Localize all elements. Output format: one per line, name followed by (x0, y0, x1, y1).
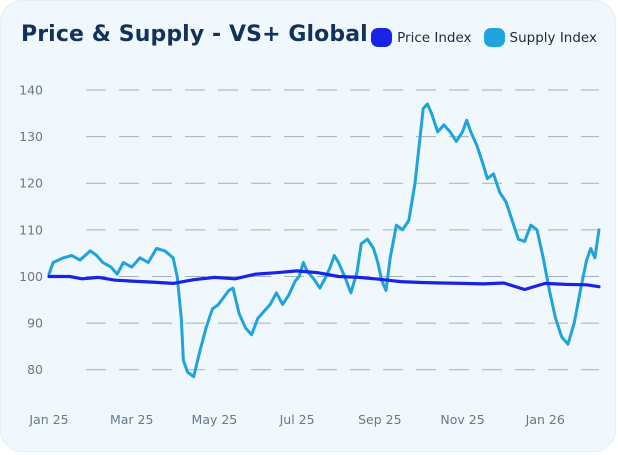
y-axis-ticks: 80 90 100 110 120 130 140 (19, 82, 43, 377)
grid-layer (86, 89, 599, 371)
y-tick-label: 120 (19, 176, 43, 191)
y-tick-label: 90 (27, 316, 43, 331)
chart-title: Price & Supply - VS+ Global (21, 22, 368, 47)
y-tick-label: 100 (19, 269, 43, 284)
x-tick-label: Jan 25 (28, 412, 68, 427)
y-tick-label: 130 (19, 129, 43, 144)
x-tick-label: Sep 25 (358, 412, 401, 427)
legend-item-supply-index[interactable]: Supply Index (483, 28, 597, 47)
x-tick-label: Nov 25 (440, 412, 484, 427)
chart-legend: Price Index Supply Index (359, 28, 597, 47)
x-tick-label: Jan 26 (525, 412, 565, 427)
legend-item-price-index[interactable]: Price Index (371, 28, 472, 47)
x-tick-label: Jul 25 (279, 412, 315, 427)
legend-swatch-price-index (371, 28, 393, 47)
x-axis-ticks: Jan 25 Mar 25 May 25 Jul 25 Sep 25 Nov 25 Jan … (28, 412, 564, 427)
legend-label-supply-index: Supply Index (509, 29, 597, 46)
series-layer (47, 102, 601, 379)
x-tick-label: Mar 25 (110, 412, 153, 427)
x-tick-label: May 25 (192, 412, 238, 427)
y-tick-label: 140 (19, 82, 43, 97)
legend-label-price-index: Price Index (397, 29, 472, 46)
y-tick-label: 110 (19, 222, 43, 237)
y-tick-label: 80 (27, 362, 43, 377)
series-line-supply-index (47, 102, 601, 379)
legend-swatch-supply-index (483, 28, 505, 47)
series-line-price-index (47, 269, 601, 292)
